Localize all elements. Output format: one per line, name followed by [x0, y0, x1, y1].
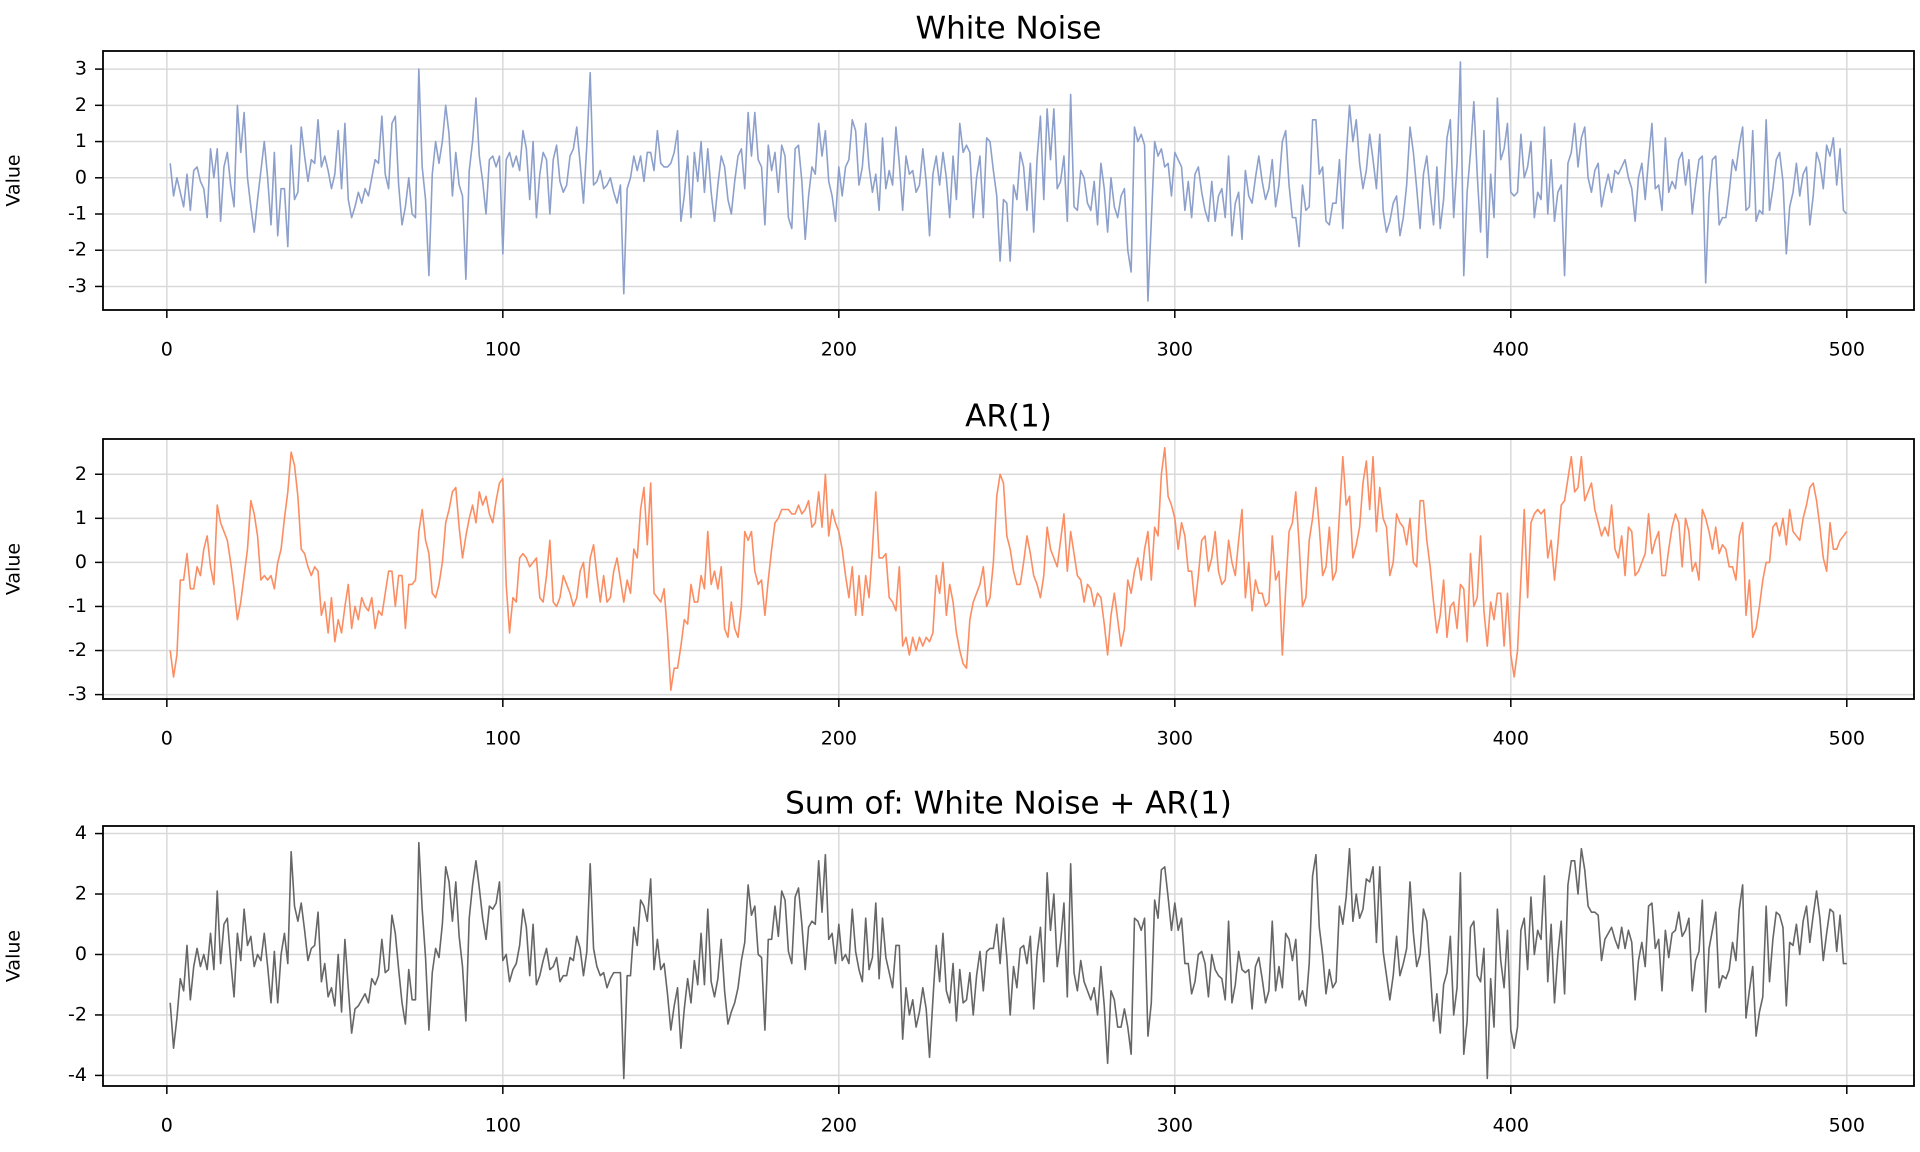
x-tick-label: 200: [821, 1115, 857, 1137]
plot-frame: [102, 438, 1915, 700]
x-tick-label: 100: [485, 728, 521, 750]
x-tick-label: 200: [821, 339, 857, 361]
x-tick-label: 300: [1157, 1115, 1193, 1137]
y-tick-label: 2: [75, 94, 87, 116]
y-tick-label: 1: [75, 130, 87, 152]
y-tick-label: -3: [68, 683, 87, 705]
y-tick-label: -1: [68, 595, 87, 617]
x-tick-label: 100: [485, 1115, 521, 1137]
panel-title: Sum of: White Noise + AR(1): [785, 786, 1232, 822]
x-tick-label: 200: [821, 728, 857, 750]
y-axis-label: Value: [3, 154, 25, 206]
y-tick-label: -2: [68, 239, 87, 261]
x-tick-label: 400: [1493, 728, 1529, 750]
x-tick-label: 500: [1829, 728, 1865, 750]
x-tick-label: 300: [1157, 339, 1193, 361]
x-tick-label: 500: [1829, 339, 1865, 361]
y-tick-label: -3: [68, 275, 87, 297]
x-tick-label: 400: [1493, 339, 1529, 361]
panel-title: White Noise: [916, 11, 1102, 47]
x-tick-label: 400: [1493, 1115, 1529, 1137]
x-tick-label: 300: [1157, 728, 1193, 750]
x-tick-label: 500: [1829, 1115, 1865, 1137]
series-line: [169, 447, 1848, 691]
y-tick-label: 1: [75, 507, 87, 529]
y-tick-label: 0: [75, 166, 87, 188]
y-tick-label: -2: [68, 1003, 87, 1025]
y-tick-label: 4: [75, 822, 87, 844]
plot-frame: [102, 50, 1915, 311]
y-tick-label: 2: [75, 883, 87, 905]
y-tick-label: -4: [68, 1064, 87, 1086]
y-tick-label: -2: [68, 639, 87, 661]
plot-frame: [102, 825, 1915, 1087]
y-axis-label: Value: [3, 543, 25, 595]
y-axis-label: Value: [3, 930, 25, 982]
x-tick-label: 0: [161, 728, 173, 750]
series-line: [169, 61, 1848, 302]
x-tick-label: 100: [485, 339, 521, 361]
y-tick-label: 3: [75, 58, 87, 80]
panel-title: AR(1): [965, 399, 1052, 435]
y-tick-label: -1: [68, 203, 87, 225]
y-tick-label: 2: [75, 463, 87, 485]
y-tick-label: 0: [75, 551, 87, 573]
series-line: [169, 841, 1847, 1080]
x-tick-label: 0: [161, 1115, 173, 1137]
y-tick-label: 0: [75, 943, 87, 965]
x-tick-label: 0: [161, 339, 173, 361]
